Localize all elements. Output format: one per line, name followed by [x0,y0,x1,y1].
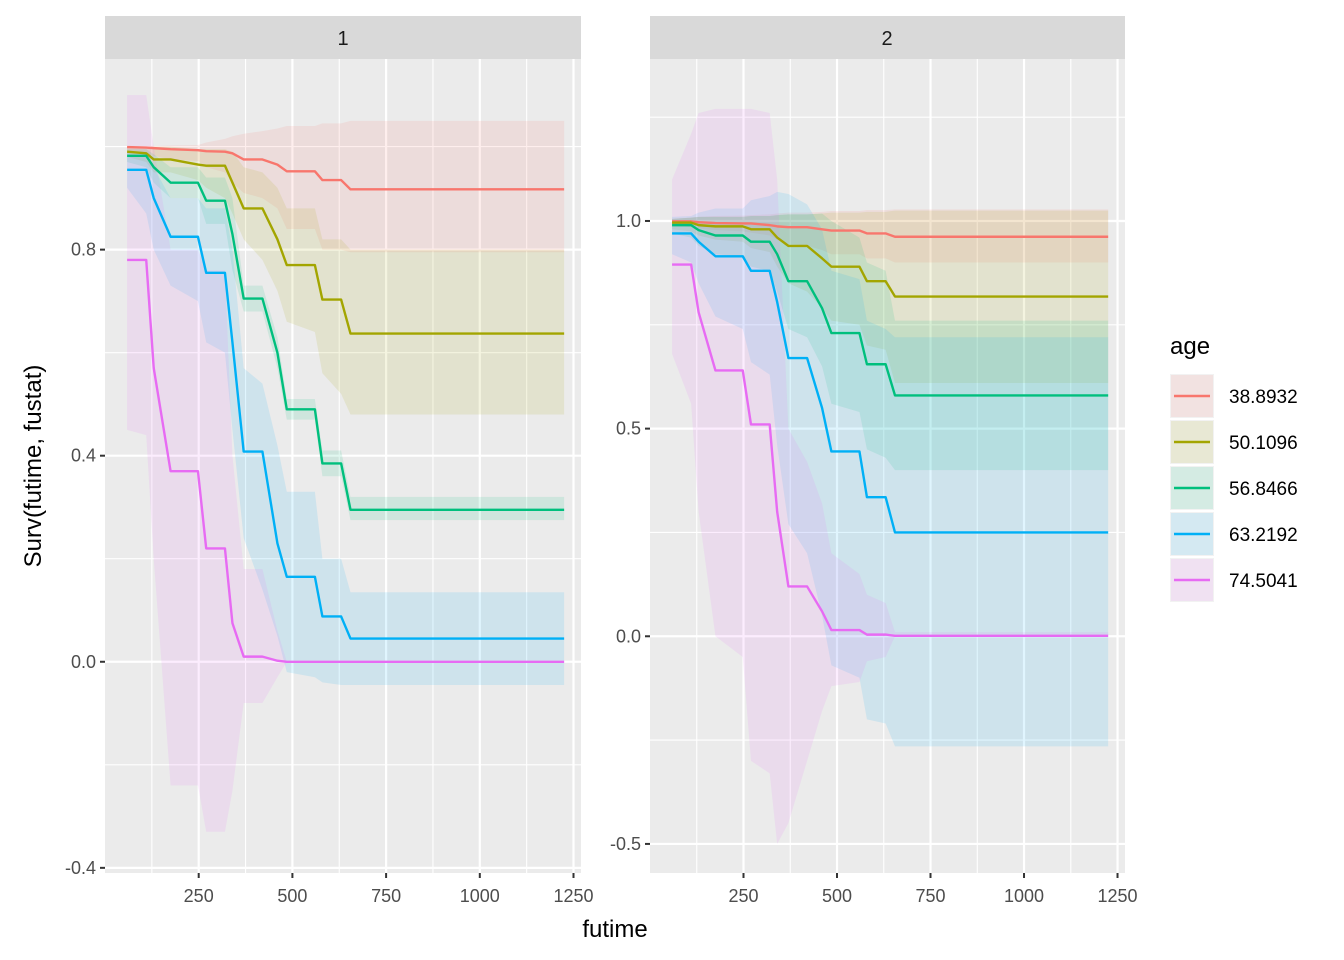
y-axis-title: Surv(futime, fustat) [20,365,47,568]
line-56.8466 [672,223,1109,397]
x-axis-title: futime [582,916,647,943]
line-50.1096 [672,221,1109,298]
legend-label: 56.8466 [1229,479,1298,500]
line-56.8466 [127,154,565,511]
x-tick-label: 250 [184,886,214,906]
x-tick-label: 1000 [460,886,500,906]
x-tick-label: 750 [371,886,401,906]
legend-label: 50.1096 [1229,433,1298,454]
line-63.2192 [127,168,565,640]
x-tick-label: 250 [728,886,758,906]
panel-1-strip [105,16,581,59]
x-tick-label: 750 [915,886,945,906]
panel-1-lines [127,145,565,663]
y-tick-label: 0.0 [71,652,96,672]
y-tick-label: 1.0 [616,211,641,231]
line-74.5041 [127,258,565,663]
line-38.8932 [127,145,565,191]
legend-title: age [1170,333,1210,360]
panel-2-gridlines [650,59,1125,873]
line-50.1096 [127,150,565,335]
legend-item: 38.8932 [1170,374,1298,418]
legend: age 38.8932 50.1096 56.8466 63.2192 74.5041 [1170,333,1298,602]
ribbon-38.8932 [127,120,565,253]
legend-label: 63.2192 [1229,525,1298,546]
panel-2-lines [672,220,1109,638]
y-tick-label: -0.5 [610,834,641,854]
panel-2-strip [650,16,1125,59]
panel-1-ribbons [127,95,565,832]
legend-label: 74.5041 [1229,571,1298,592]
ribbon-56.8466 [672,213,1109,471]
ribbon-74.5041 [672,108,1109,844]
ribbon-50.1096 [672,210,1109,383]
y-tick-label: 0.4 [71,446,96,466]
x-tick-label: 1000 [1004,886,1044,906]
panel-2-y-axis: -0.5 0.0 0.5 1.0 [610,211,650,854]
ribbon-56.8466 [127,149,565,521]
legend-label: 38.8932 [1229,387,1298,408]
legend-item: 74.5041 [1170,558,1298,602]
ribbon-50.1096 [127,146,565,415]
y-tick-label: 0.0 [616,626,641,646]
legend-item: 56.8466 [1170,466,1298,510]
line-38.8932 [672,220,1109,238]
panel-1: 1 -0.4 0.0 0.4 0.8 250 500 750 1000 1250 [65,16,594,906]
x-tick-label: 1250 [1097,886,1137,906]
x-tick-label: 500 [822,886,852,906]
panel-1-strip-label: 1 [337,28,348,50]
ribbon-74.5041 [127,95,565,832]
panel-2-strip-label: 2 [881,28,892,50]
legend-item: 50.1096 [1170,420,1298,464]
y-tick-label: -0.4 [65,858,96,878]
x-tick-label: 500 [277,886,307,906]
panel-1-x-axis: 250 500 750 1000 1250 [184,873,594,906]
panel-2-ribbons [672,108,1109,844]
y-tick-label: 0.5 [616,419,641,439]
ribbon-63.2192 [127,151,565,685]
panel-2: 2 -0.5 0.0 0.5 1.0 250 500 750 1000 1250 [610,16,1138,906]
x-tick-label: 1250 [553,886,593,906]
line-74.5041 [672,263,1109,638]
panel-1-background [105,59,581,873]
panel-2-background [650,59,1125,873]
ribbon-63.2192 [672,191,1109,747]
panel-1-y-axis: -0.4 0.0 0.4 0.8 [65,240,105,878]
line-63.2192 [672,232,1109,534]
legend-item: 63.2192 [1170,512,1298,556]
panel-2-x-axis: 250 500 750 1000 1250 [728,873,1138,906]
y-tick-label: 0.8 [71,240,96,260]
